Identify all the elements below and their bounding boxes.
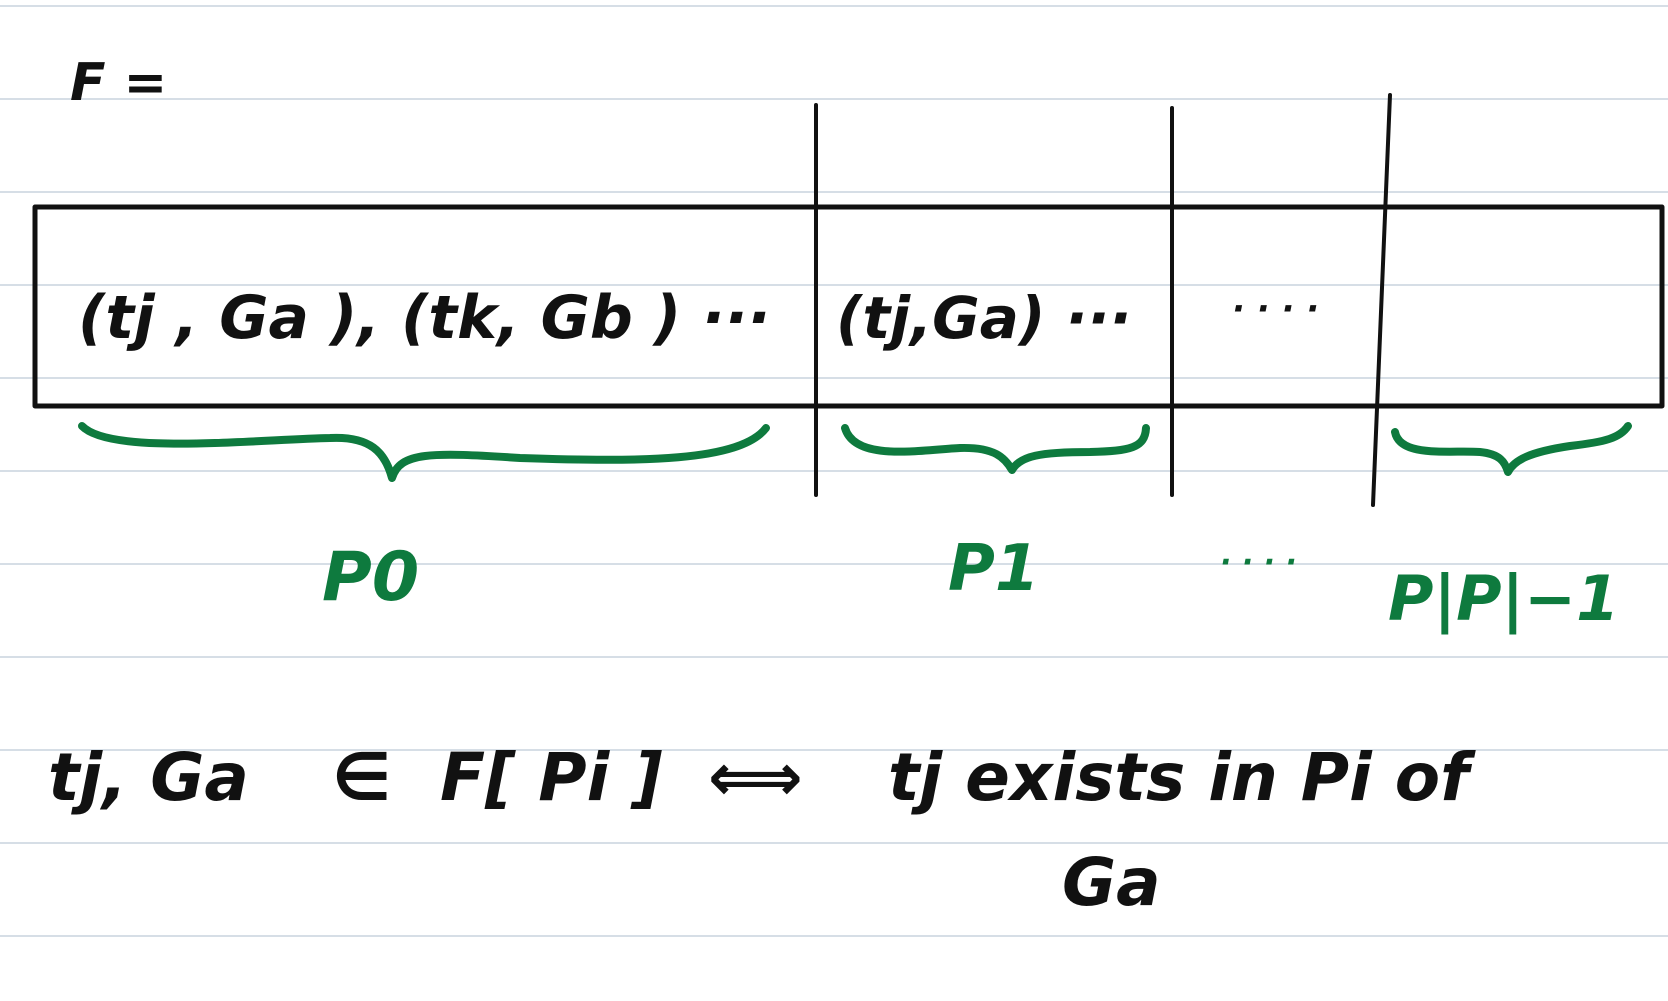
brace-plast xyxy=(1391,422,1632,476)
f-equals-label: F = xyxy=(70,53,167,113)
definition-lhs: tj, Ga xyxy=(48,739,249,816)
definition-rhs-line2: Ga xyxy=(1062,844,1161,921)
ruled-lines xyxy=(0,5,1668,937)
definition-member-symbol: ∈ xyxy=(332,739,391,816)
partition-label-p1: P1 xyxy=(948,532,1039,606)
partition-braces xyxy=(78,422,1632,482)
definition-statement: tj, Ga ∈ F[ Pi ] ⟺ tj exists in Pi of Ga xyxy=(48,739,1476,921)
partition-label-plast: P|P|−1 xyxy=(1388,562,1619,636)
brace-p1 xyxy=(841,424,1150,474)
definition-set: F[ Pi ] xyxy=(440,739,662,816)
array-cell-2: · · · · xyxy=(1232,289,1319,329)
brace-p0 xyxy=(78,422,770,482)
array-cell-0: (tj , Ga ), (tk, Gb ) ··· xyxy=(78,283,770,353)
partition-label-p0: P0 xyxy=(322,538,419,617)
array-box xyxy=(32,93,1665,507)
divider-3 xyxy=(1371,93,1392,507)
array-cell-1: (tj,Ga) ··· xyxy=(836,284,1132,352)
partition-label-dots: · · · · xyxy=(1220,545,1297,580)
definition-rhs: tj exists in Pi of xyxy=(888,739,1476,816)
definition-iff-symbol: ⟺ xyxy=(708,739,803,816)
